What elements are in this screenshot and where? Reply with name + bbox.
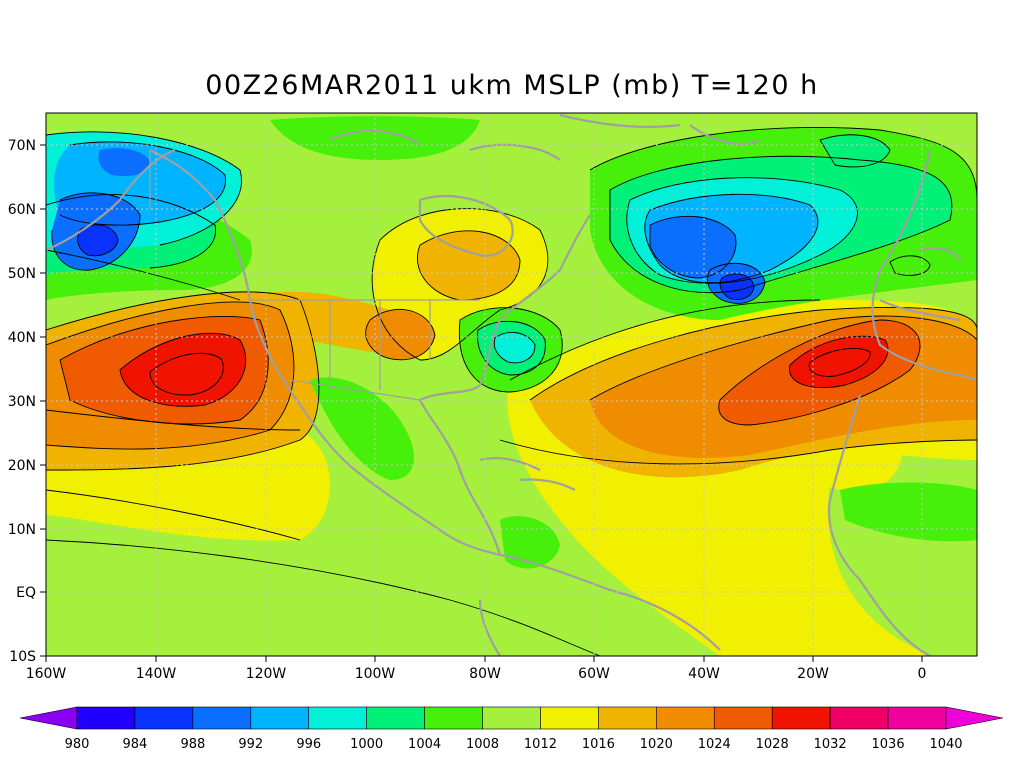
lon-label: 160W bbox=[26, 666, 67, 682]
colorbar-swatch bbox=[424, 706, 483, 730]
map-title: 00Z26MAR2011 ukm MSLP (mb) T=120 h bbox=[205, 70, 819, 101]
colorbar-label: 1008 bbox=[466, 737, 499, 752]
colorbar-label: 1040 bbox=[929, 737, 962, 752]
lon-label: 140W bbox=[136, 666, 177, 682]
lat-label: 70N bbox=[8, 138, 36, 154]
colorbar-label: 1000 bbox=[350, 737, 383, 752]
colorbar: 980 984 988 992 996 1000 1004 1008 1012 1016 1020 1… bbox=[19, 706, 1004, 752]
colorbar-swatch bbox=[308, 706, 367, 730]
colorbar-swatch bbox=[134, 706, 194, 730]
borders bbox=[149, 150, 480, 401]
colorbar-label: 1020 bbox=[640, 737, 673, 752]
pressure-field bbox=[46, 113, 977, 656]
colorbar-swatch bbox=[713, 706, 773, 730]
colorbar-swatch bbox=[482, 706, 541, 730]
colorbar-label: 1024 bbox=[698, 737, 731, 752]
colorbar-arrow-low bbox=[19, 706, 78, 730]
colorbar-label: 1028 bbox=[756, 737, 789, 752]
colorbar-swatch bbox=[540, 706, 599, 730]
colorbar-label: 984 bbox=[123, 737, 148, 752]
colorbar-swatch bbox=[250, 706, 310, 730]
colorbar-swatch bbox=[887, 706, 947, 730]
graticule bbox=[46, 113, 977, 656]
lat-label: 30N bbox=[8, 394, 36, 410]
colorbar-label: 988 bbox=[180, 737, 205, 752]
colorbar-swatch bbox=[76, 706, 136, 730]
colorbar-label: 996 bbox=[296, 737, 321, 752]
longitude-labels: 160W 140W 120W 100W 80W 60W 40W 20W 0 bbox=[26, 666, 927, 682]
colorbar-swatch bbox=[192, 706, 252, 730]
lon-label: 40W bbox=[688, 666, 720, 682]
colorbar-label: 1012 bbox=[524, 737, 557, 752]
map-frame bbox=[45, 112, 978, 657]
colorbar-label: 1036 bbox=[872, 737, 905, 752]
colorbar-swatch bbox=[366, 706, 425, 730]
axis-ticks bbox=[40, 144, 923, 662]
colorbar-label: 980 bbox=[65, 737, 90, 752]
colorbar-label: 1004 bbox=[408, 737, 441, 752]
lat-label: 60N bbox=[8, 202, 36, 218]
lon-label: 100W bbox=[355, 666, 396, 682]
lat-label: 50N bbox=[8, 266, 36, 282]
lon-label: 0 bbox=[918, 666, 927, 682]
lon-label: 80W bbox=[469, 666, 501, 682]
colorbar-arrow-high bbox=[945, 706, 1004, 730]
lon-label: 60W bbox=[578, 666, 610, 682]
latitude-labels: 70N 60N 50N 40N 30N 20N 10N EQ 10S bbox=[8, 138, 36, 665]
colorbar-swatch bbox=[771, 706, 831, 730]
colorbar-label: 992 bbox=[238, 737, 263, 752]
colorbar-swatch bbox=[656, 706, 715, 730]
lon-label: 20W bbox=[797, 666, 829, 682]
lon-label: 120W bbox=[246, 666, 287, 682]
colorbar-label: 1016 bbox=[582, 737, 615, 752]
lat-label: 40N bbox=[8, 330, 36, 346]
lat-label: 10S bbox=[9, 649, 36, 665]
colorbar-swatch bbox=[829, 706, 889, 730]
colorbar-label: 1032 bbox=[814, 737, 847, 752]
coastlines bbox=[46, 113, 977, 656]
lat-label: 10N bbox=[8, 522, 36, 538]
lat-label: EQ bbox=[16, 585, 36, 601]
lat-label: 20N bbox=[8, 458, 36, 474]
colorbar-swatch bbox=[598, 706, 657, 730]
